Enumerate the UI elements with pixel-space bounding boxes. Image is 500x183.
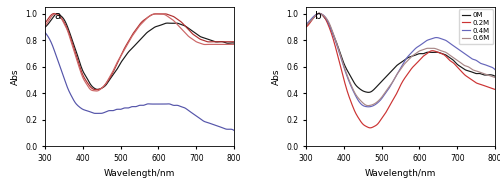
0.6M	[303, 25, 309, 27]
0.6M	[42, 31, 48, 34]
0.2M	[368, 127, 374, 129]
0.4M	[366, 106, 372, 108]
X-axis label: Wavelength/nm: Wavelength/nm	[365, 169, 436, 178]
Line: 0.6M: 0.6M	[306, 14, 495, 106]
0.6M	[226, 128, 232, 130]
0M	[132, 44, 138, 46]
0.6M	[144, 103, 150, 105]
Line: 0M: 0M	[306, 13, 495, 92]
0.6M	[406, 58, 412, 60]
Line: 0.4M: 0.4M	[45, 14, 234, 91]
0M	[145, 31, 151, 33]
0M	[394, 65, 400, 67]
0.4M	[394, 74, 400, 76]
0.4M	[416, 45, 422, 47]
Line: 0.2M: 0.2M	[306, 13, 495, 128]
0.4M	[406, 54, 412, 56]
0M	[156, 25, 162, 27]
Line: 0.4M: 0.4M	[306, 14, 495, 107]
0M	[316, 12, 322, 14]
0.2M	[132, 29, 138, 31]
0M	[416, 53, 422, 55]
0.4M	[316, 12, 322, 15]
0.6M	[133, 106, 139, 108]
0.2M	[416, 59, 422, 61]
0.6M	[488, 75, 494, 77]
Text: b: b	[316, 12, 322, 21]
0.2M	[156, 13, 162, 15]
0M	[198, 36, 203, 38]
0.2M	[394, 93, 400, 95]
0M	[366, 91, 372, 94]
0.4M	[458, 51, 464, 53]
Text: a: a	[54, 12, 61, 21]
0.2M	[228, 41, 234, 43]
0.4M	[94, 90, 100, 92]
0.4M	[132, 31, 138, 33]
0.2M	[134, 27, 140, 30]
Line: 0M: 0M	[45, 14, 234, 89]
0.4M	[488, 66, 494, 68]
0.6M	[394, 74, 400, 76]
0M	[231, 42, 237, 44]
0.6M	[492, 76, 498, 79]
0M	[394, 64, 400, 66]
0.6M	[132, 106, 138, 108]
0.6M	[365, 104, 371, 107]
0.2M	[488, 87, 494, 89]
0.2M	[145, 16, 151, 18]
0.2M	[492, 88, 498, 91]
0M	[303, 25, 309, 27]
0.2M	[231, 41, 237, 43]
0.4M	[156, 13, 162, 15]
0M	[134, 42, 140, 44]
0.4M	[228, 43, 234, 46]
0.6M	[231, 129, 237, 132]
Legend: 0M, 0.2M, 0.4M, 0.6M: 0M, 0.2M, 0.4M, 0.6M	[459, 9, 493, 44]
0.2M	[93, 89, 99, 91]
0.4M	[42, 25, 48, 27]
0M	[458, 66, 464, 68]
0.2M	[198, 38, 203, 40]
Line: 0.2M: 0.2M	[45, 14, 234, 90]
0M	[42, 26, 48, 28]
0M	[492, 75, 498, 77]
0.4M	[198, 42, 203, 44]
0.6M	[316, 12, 322, 15]
0.2M	[303, 26, 309, 28]
Y-axis label: Abs: Abs	[272, 69, 280, 85]
0.4M	[231, 43, 237, 46]
0M	[54, 13, 60, 15]
0.6M	[197, 117, 203, 120]
0M	[406, 56, 412, 58]
Y-axis label: Abs: Abs	[10, 69, 20, 85]
0.4M	[134, 29, 140, 31]
0.2M	[42, 22, 48, 24]
0.6M	[394, 72, 400, 74]
0M	[228, 42, 234, 44]
0.4M	[492, 68, 498, 71]
0.2M	[458, 71, 464, 73]
Line: 0.6M: 0.6M	[45, 33, 234, 130]
0.4M	[303, 23, 309, 26]
0.4M	[394, 72, 400, 74]
0.6M	[416, 50, 422, 52]
0.6M	[458, 62, 464, 65]
0.2M	[316, 12, 322, 14]
0M	[488, 74, 494, 76]
0M	[94, 88, 100, 91]
0.6M	[154, 103, 160, 105]
X-axis label: Wavelength/nm: Wavelength/nm	[104, 169, 175, 178]
0.2M	[406, 71, 412, 73]
0.2M	[52, 12, 58, 15]
0.4M	[153, 13, 159, 15]
0.4M	[144, 16, 150, 18]
0.2M	[394, 90, 400, 93]
